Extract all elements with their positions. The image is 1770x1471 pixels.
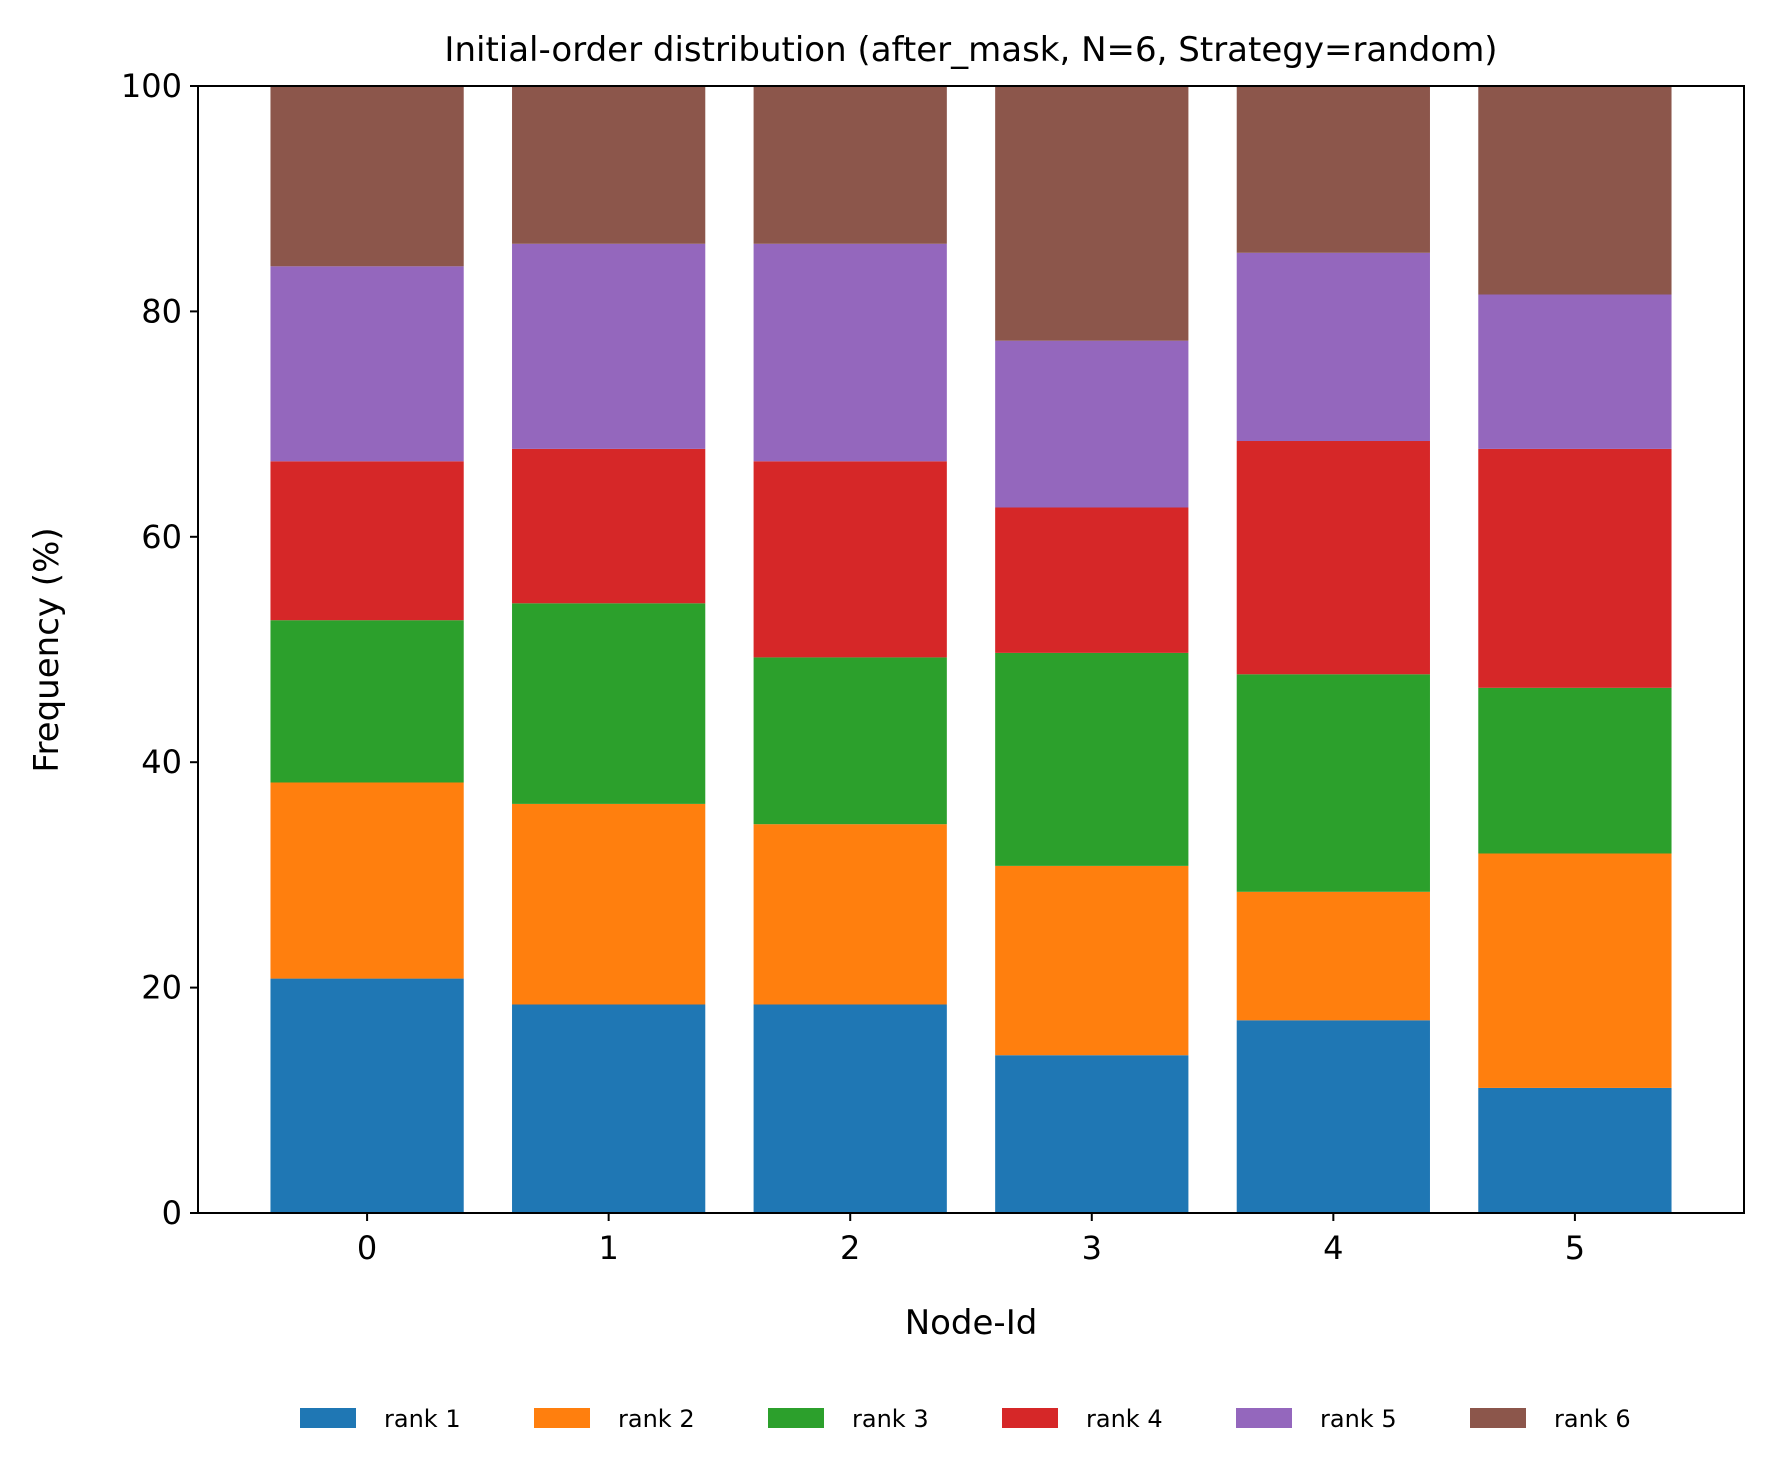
bar-node-4-rank-6	[1236, 86, 1430, 253]
bars-group	[270, 86, 1672, 1213]
chart-title: Initial-order distribution (after_mask, …	[444, 30, 1497, 70]
legend-swatch-rank-1	[300, 1408, 356, 1428]
bar-node-4-rank-5	[1236, 252, 1430, 442]
bar-node-2-rank-5	[753, 243, 947, 462]
bar-node-5-rank-1	[1478, 1087, 1672, 1213]
bar-node-1-rank-3	[512, 603, 706, 804]
bar-node-3-rank-2	[995, 865, 1189, 1056]
bar-node-1-rank-2	[512, 803, 706, 1005]
x-axis-ticks: 0 1 2 3 4 5	[357, 1213, 1585, 1267]
y-tick-label-60: 60	[141, 518, 182, 556]
legend-label-rank-2: rank 2	[618, 1405, 695, 1433]
x-tick-label-2: 2	[840, 1229, 860, 1267]
bar-node-3-rank-5	[995, 340, 1189, 508]
bar-node-3-rank-1	[995, 1055, 1189, 1213]
bar-node-0-rank-4	[270, 461, 464, 621]
y-tick-label-40: 40	[141, 743, 182, 781]
legend-swatch-rank-3	[768, 1408, 824, 1428]
bar-node-5-rank-3	[1478, 687, 1672, 854]
legend-label-rank-6: rank 6	[1554, 1405, 1631, 1433]
y-axis-ticks: 0 20 40 60 80 100	[121, 67, 198, 1232]
y-tick-label-0: 0	[162, 1194, 182, 1232]
legend-swatch-rank-5	[1236, 1408, 1292, 1428]
x-tick-label-3: 3	[1082, 1229, 1102, 1267]
bar-node-1-rank-5	[512, 243, 706, 449]
plot-area-frame	[197, 85, 1745, 1214]
bar-node-0-rank-1	[270, 978, 464, 1213]
y-axis-label: Frequency (%)	[27, 527, 67, 772]
bar-node-1-rank-4	[512, 448, 706, 604]
bar-node-5-rank-6	[1478, 86, 1672, 295]
bar-node-1-rank-1	[512, 1004, 706, 1213]
bar-node-5-rank-2	[1478, 853, 1672, 1088]
bar-node-4-rank-4	[1236, 441, 1430, 675]
bar-node-5-rank-4	[1478, 448, 1672, 688]
x-tick-label-0: 0	[357, 1229, 377, 1267]
legend-swatch-rank-2	[534, 1408, 590, 1428]
bar-node-2-rank-6	[753, 86, 947, 244]
bar-node-3-rank-6	[995, 86, 1189, 341]
x-tick-label-4: 4	[1323, 1229, 1343, 1267]
legend-swatch-rank-6	[1470, 1408, 1526, 1428]
legend-label-rank-1: rank 1	[384, 1405, 461, 1433]
bar-node-2-rank-4	[753, 461, 947, 658]
legend-label-rank-4: rank 4	[1086, 1405, 1163, 1433]
legend-label-rank-3: rank 3	[852, 1405, 929, 1433]
y-tick-label-80: 80	[141, 292, 182, 330]
bar-node-4-rank-2	[1236, 891, 1430, 1021]
bar-node-3-rank-4	[995, 507, 1189, 653]
bar-node-0-rank-5	[270, 266, 464, 462]
y-tick-label-20: 20	[141, 969, 182, 1007]
bar-node-3-rank-3	[995, 652, 1189, 866]
x-tick-label-1: 1	[598, 1229, 618, 1267]
y-tick-label-100: 100	[121, 67, 182, 105]
bar-node-0-rank-3	[270, 620, 464, 783]
legend: rank 1 rank 2 rank 3 rank 4 rank 5 rank 6	[300, 1405, 1631, 1433]
bar-node-0-rank-6	[270, 86, 464, 267]
bar-node-1-rank-6	[512, 86, 706, 244]
legend-swatch-rank-4	[1002, 1408, 1058, 1428]
x-axis-label: Node-Id	[905, 1303, 1038, 1343]
x-tick-label-5: 5	[1565, 1229, 1585, 1267]
bar-node-4-rank-3	[1236, 674, 1430, 892]
bar-node-2-rank-2	[753, 824, 947, 1005]
legend-label-rank-5: rank 5	[1320, 1405, 1397, 1433]
bar-node-2-rank-3	[753, 657, 947, 825]
bar-node-5-rank-5	[1478, 294, 1672, 449]
bar-node-4-rank-1	[1236, 1020, 1430, 1213]
bar-node-0-rank-2	[270, 782, 464, 979]
bar-node-2-rank-1	[753, 1004, 947, 1213]
